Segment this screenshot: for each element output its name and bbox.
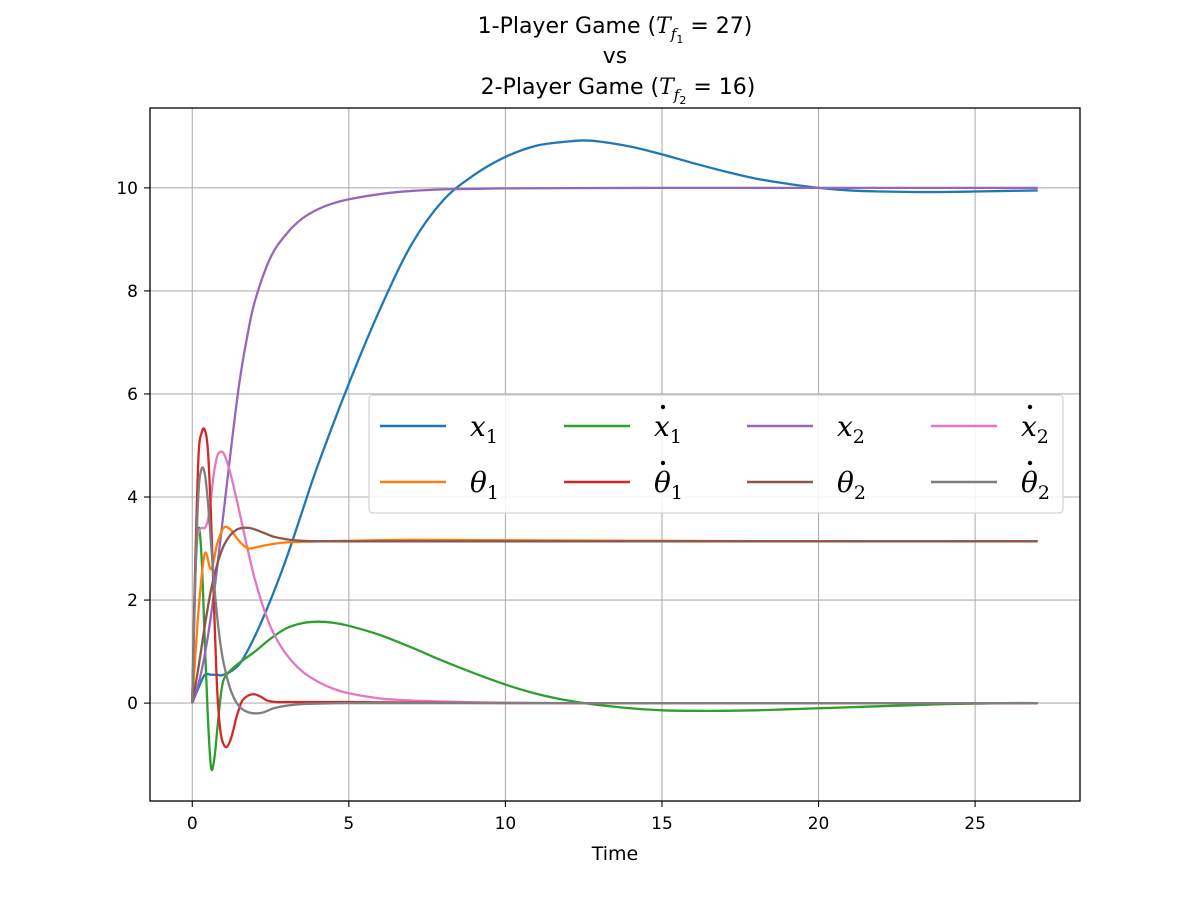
x-axis-label: Time [591,843,639,865]
series-line-x-1 [191,139,1038,704]
legend-label: θ1 [470,466,499,504]
title3-value: = 16) [686,75,755,100]
series-line-x-dot-1 [191,526,1038,772]
chart-title-line1: 1-Player Game (Tf1 = 27) [478,14,753,46]
series-line-theta-2 [191,526,1038,704]
series-line-x-2 [191,186,1038,704]
legend-label: x2 [1021,410,1049,448]
axis-ticks: 0 5 10 15 20 25 0 2 4 6 8 10 [116,179,986,834]
x-tick-label: 25 [964,814,986,834]
title3-sub: f [673,86,682,104]
legend-label: θ1 [654,466,683,504]
legend-label: θ2 [1021,466,1050,504]
y-tick-label: 0 [127,694,138,714]
legend-entry-x-1: x1 [380,410,498,448]
legend-subscript: 1 [486,426,498,448]
x-tick-label: 10 [495,814,517,834]
legend-label: x1 [654,410,682,448]
legend-symbol: x [1021,410,1037,443]
x-tick-label: 5 [343,814,354,834]
y-tick-label: 4 [127,488,138,508]
legend-entry-x-dot-1: x1 [564,404,682,448]
title1-prefix: 1-Player Game ( [478,14,656,39]
y-tick-label: 8 [127,282,138,302]
legend-dot-accent [1027,404,1033,410]
title1-value: = 27) [683,14,752,39]
x-tick-label: 20 [808,814,830,834]
legend-symbol: θ [1021,466,1038,499]
y-tick-label: 10 [116,179,138,199]
title1-var: T [656,14,673,39]
title3-var: T [659,75,676,100]
legend-symbol: x [470,410,486,443]
x-tick-label: 15 [651,814,673,834]
legend-subscript: 1 [487,482,499,504]
title3-prefix: 2-Player Game ( [481,75,659,100]
legend-entry-x-dot-2: x2 [931,404,1049,448]
legend-dot-accent [660,404,666,410]
legend-symbol: θ [837,466,854,499]
chart-title-line2: vs [603,44,627,69]
legend-entry-theta-dot-1: θ1 [564,460,683,504]
x-tick-label: 0 [187,814,198,834]
title3-subsub: 2 [679,94,686,107]
legend-entry-theta-2: θ2 [747,466,866,504]
y-tick-label: 2 [127,591,138,611]
legend-label: x2 [837,410,865,448]
legend-symbol: x [654,410,670,443]
series-line-theta-dot-2 [191,466,1038,715]
title1-sub: f [670,25,679,43]
legend-subscript: 2 [854,482,866,504]
legend-box [368,394,1064,514]
legend-dot-accent [1027,460,1033,466]
legend-label: θ2 [837,466,866,504]
legend-dot-accent [660,460,666,466]
title1-subsub: 1 [676,33,683,46]
legend-subscript: 2 [1037,426,1049,448]
y-tick-label: 6 [127,385,138,405]
legend-subscript: 1 [670,426,682,448]
chart-title-line3: 2-Player Game (Tf2 = 16) [481,75,756,107]
legend-symbol: θ [654,466,671,499]
legend-entry-theta-1: θ1 [380,466,499,504]
legend-symbol: x [837,410,853,443]
legend-entry-x-2: x2 [747,410,865,448]
series-layer [191,139,1038,772]
legend-subscript: 2 [1038,482,1050,504]
legend-entry-theta-dot-2: θ2 [931,460,1050,504]
legend-subscript: 2 [853,426,865,448]
legend-symbol: θ [470,466,487,499]
legend-subscript: 1 [671,482,683,504]
plot-frame [149,107,1081,802]
legend-label: x1 [470,410,498,448]
